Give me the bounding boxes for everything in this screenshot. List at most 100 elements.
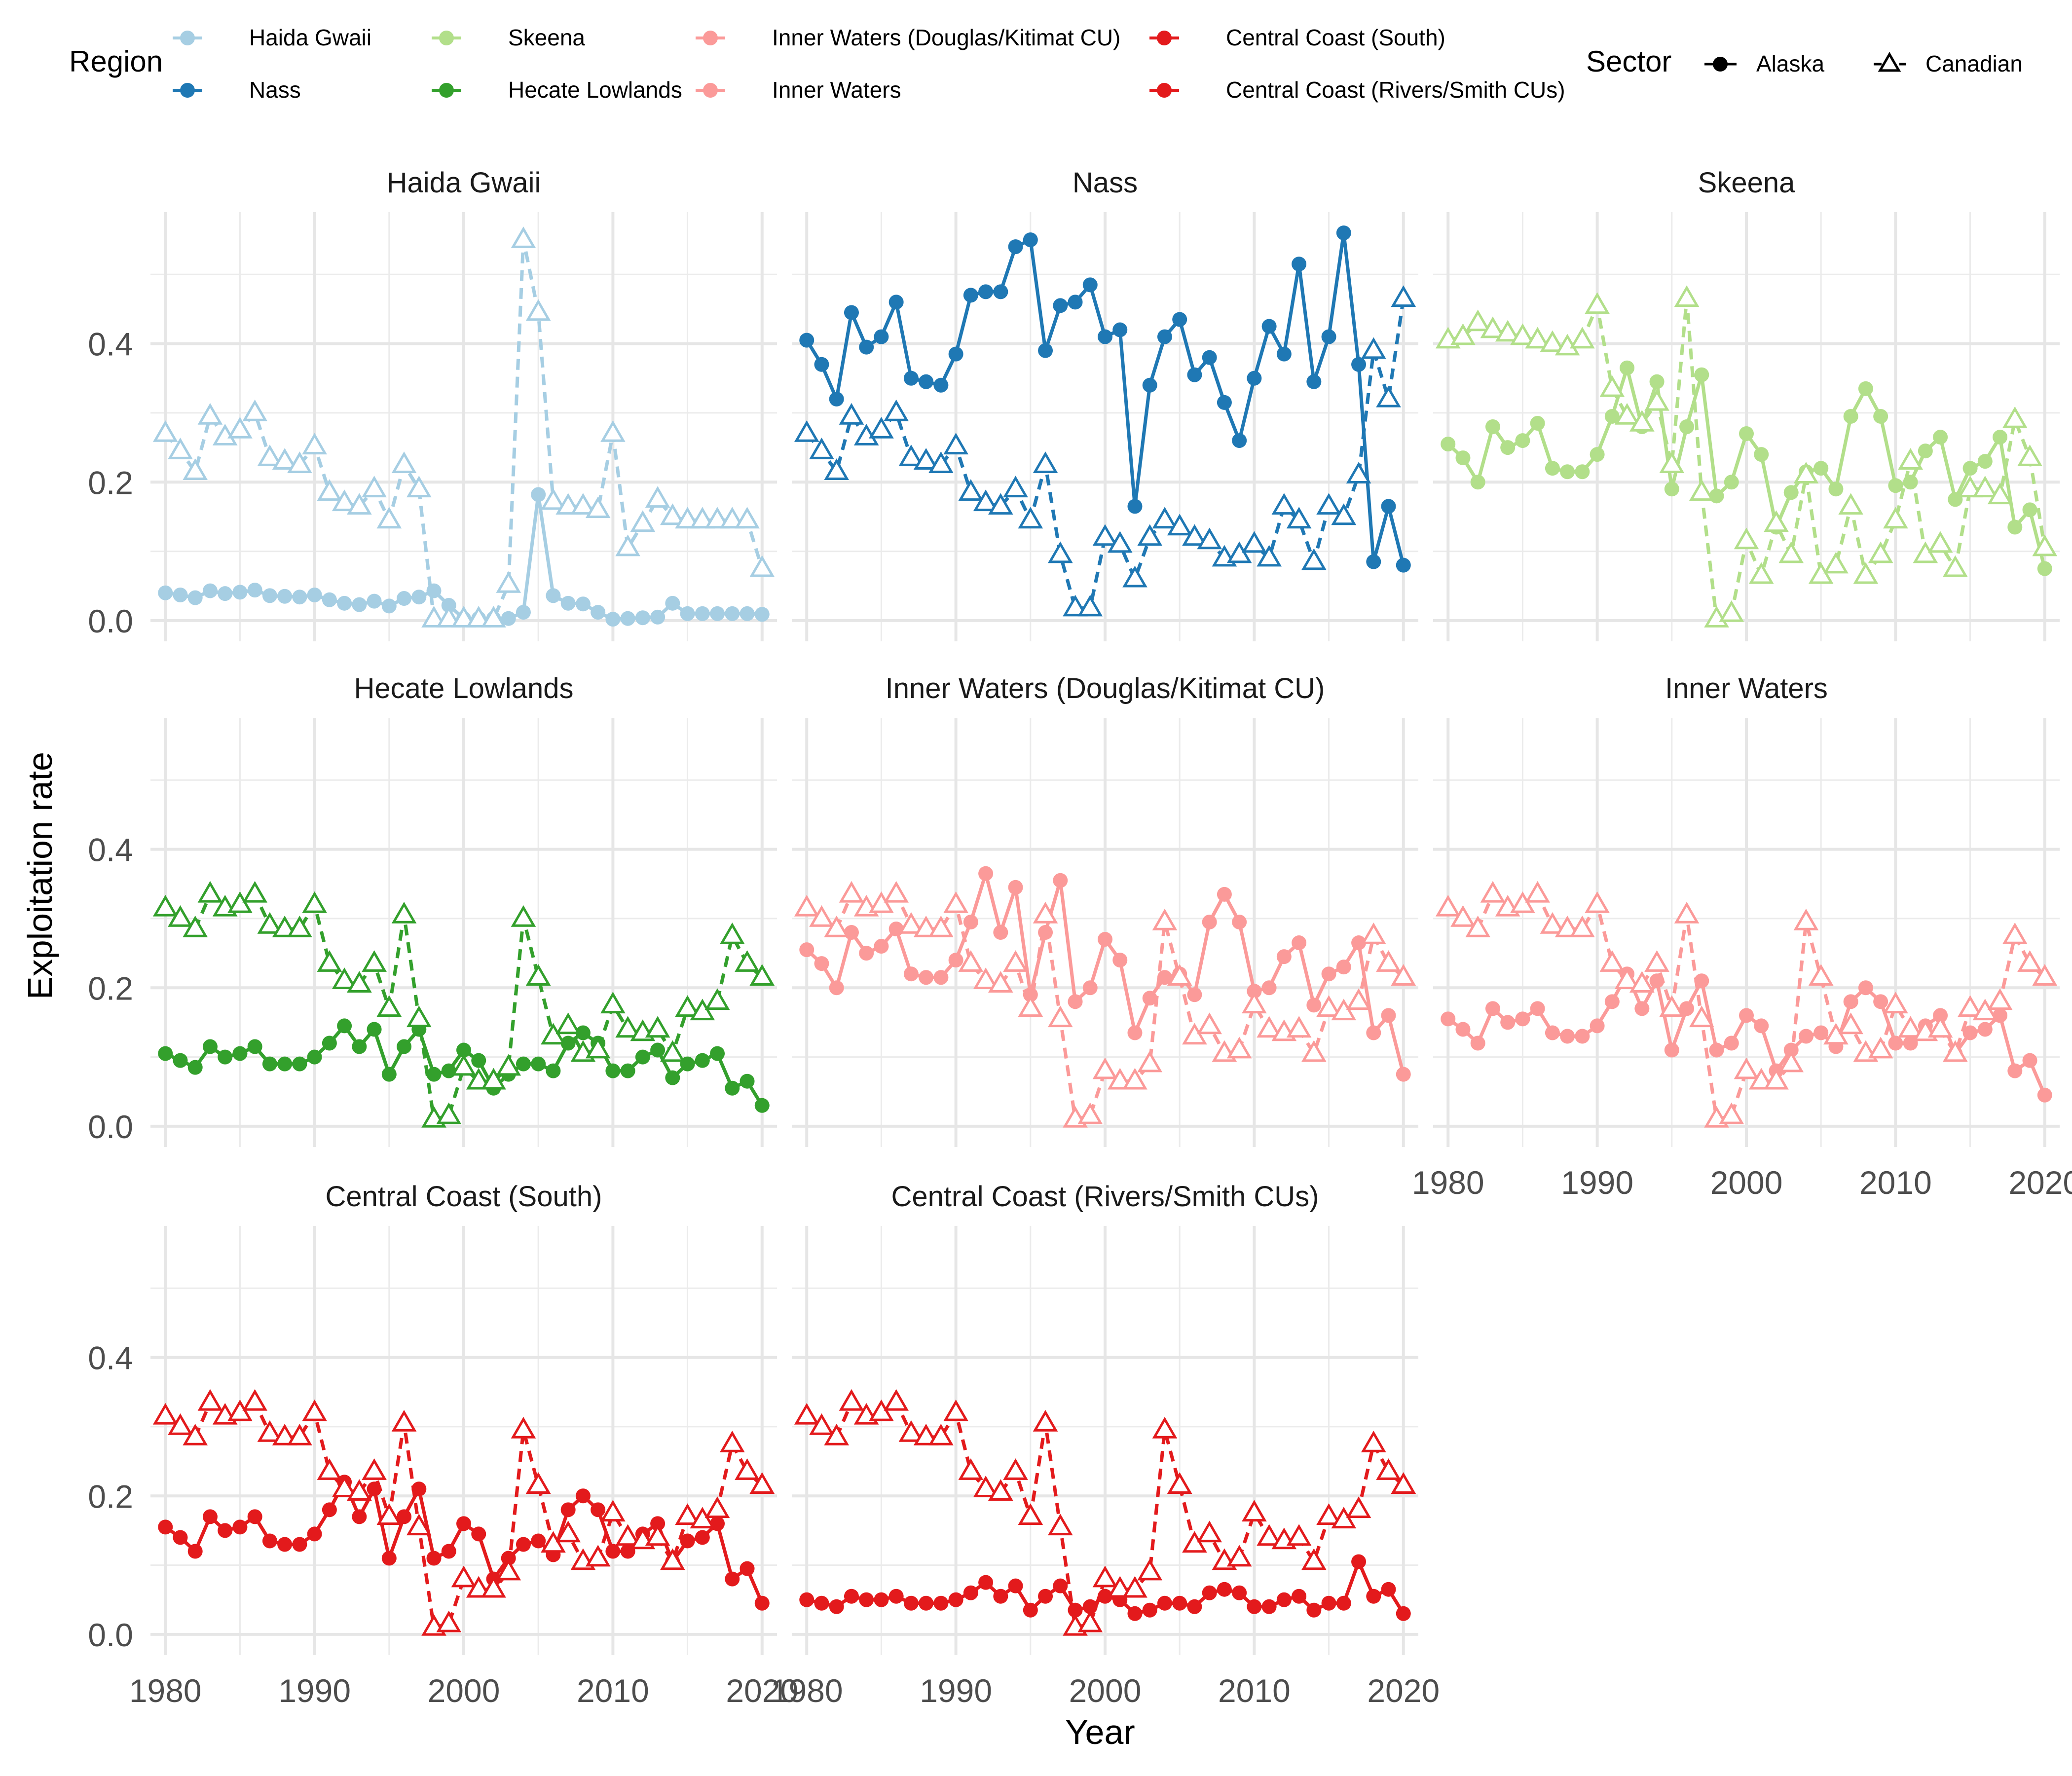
data-point-circle bbox=[1843, 408, 1858, 424]
data-point-triangle bbox=[1018, 1503, 1043, 1525]
data-point-triangle bbox=[1748, 1068, 1774, 1090]
data-point-circle bbox=[1038, 343, 1053, 358]
data-point-circle bbox=[725, 1080, 740, 1096]
data-point-circle bbox=[605, 1063, 621, 1078]
data-point-triangle bbox=[406, 1514, 432, 1536]
data-point-triangle bbox=[466, 1068, 491, 1090]
data-point-triangle bbox=[317, 479, 342, 501]
data-point-triangle bbox=[1972, 476, 1998, 498]
legend-label: Skeena bbox=[508, 25, 585, 50]
data-point-circle bbox=[1545, 461, 1560, 476]
data-point-circle bbox=[232, 1046, 248, 1061]
data-point-circle bbox=[531, 1056, 546, 1072]
data-point-circle bbox=[2022, 1053, 2037, 1068]
data-point-circle bbox=[635, 1049, 650, 1065]
data-point-triangle bbox=[1301, 1548, 1327, 1570]
x-tick-label: 1990 bbox=[1561, 1164, 1633, 1201]
series-alaska bbox=[799, 1554, 1411, 1621]
data-point-circle bbox=[516, 605, 531, 620]
facet-panels: Haida Gwaii 0.0 0.2 0.4 Nass Skeena Hecate Low… bbox=[88, 167, 2072, 1709]
data-point-triangle bbox=[1301, 548, 1327, 570]
data-point-triangle bbox=[675, 1503, 700, 1525]
data-point-triangle bbox=[1077, 1610, 1103, 1632]
data-point-circle bbox=[710, 1046, 725, 1061]
data-point-circle bbox=[1485, 419, 1500, 434]
data-point-triangle bbox=[227, 416, 253, 439]
data-point-circle bbox=[1888, 1036, 1903, 1051]
data-point-circle bbox=[247, 1039, 262, 1054]
data-point-triangle bbox=[1689, 1005, 1714, 1028]
data-point-triangle bbox=[362, 950, 387, 972]
data-point-circle bbox=[1396, 1067, 1411, 1082]
data-point-triangle bbox=[1554, 915, 1580, 937]
data-point-triangle bbox=[555, 1012, 581, 1035]
data-point-triangle bbox=[839, 403, 864, 425]
data-point-circle bbox=[1977, 454, 1993, 469]
legend-label: Nass bbox=[249, 77, 301, 103]
legend-label: Canadian bbox=[1925, 51, 2023, 76]
legend-label: Inner Waters bbox=[772, 77, 901, 103]
x-tick-label: 1980 bbox=[1412, 1164, 1484, 1201]
data-point-circle bbox=[1082, 1599, 1098, 1614]
data-point-circle bbox=[218, 1049, 233, 1065]
data-point-triangle bbox=[481, 1068, 506, 1090]
data-point-triangle bbox=[869, 891, 894, 913]
data-point-triangle bbox=[2002, 406, 2028, 428]
data-point-circle bbox=[829, 391, 844, 407]
data-point-triangle bbox=[257, 912, 283, 934]
data-point-triangle bbox=[197, 881, 223, 903]
data-point-triangle bbox=[406, 476, 432, 498]
data-point-triangle bbox=[1003, 476, 1028, 498]
data-point-triangle bbox=[1346, 1496, 1371, 1518]
series-alaska bbox=[158, 1018, 770, 1113]
data-point-triangle bbox=[1092, 524, 1118, 546]
data-point-triangle bbox=[1077, 594, 1103, 617]
data-point-triangle bbox=[1778, 1050, 1804, 1073]
data-point-triangle bbox=[1585, 292, 1610, 314]
data-point-triangle bbox=[1823, 1023, 1849, 1045]
data-point-triangle bbox=[1361, 337, 1386, 359]
data-point-circle bbox=[322, 1502, 337, 1517]
data-point-triangle bbox=[1107, 1576, 1133, 1598]
legend-item-haida-gwaii: Haida Gwaii bbox=[173, 25, 371, 50]
data-point-circle bbox=[874, 329, 889, 344]
data-point-triangle bbox=[2002, 922, 2028, 944]
data-point-triangle bbox=[1137, 524, 1163, 546]
data-point-circle bbox=[501, 611, 516, 626]
data-point-triangle bbox=[884, 881, 909, 903]
data-point-triangle bbox=[332, 967, 357, 990]
data-point-circle bbox=[740, 1073, 755, 1089]
data-point-triangle bbox=[1585, 891, 1610, 913]
data-point-circle bbox=[1082, 277, 1098, 293]
y-tick-label: 0.4 bbox=[88, 326, 133, 363]
data-point-circle bbox=[1127, 1025, 1143, 1040]
data-point-triangle bbox=[1808, 562, 1834, 584]
data-point-circle bbox=[605, 612, 621, 627]
legend-item-central-coast-rivers-smith-cus: Central Coast (Rivers/Smith CUs) bbox=[1149, 77, 1565, 103]
data-point-triangle bbox=[615, 1016, 640, 1038]
data-point-circle bbox=[1321, 966, 1336, 982]
data-point-circle bbox=[650, 1042, 666, 1058]
data-point-triangle bbox=[749, 964, 775, 986]
data-point-circle bbox=[1664, 1042, 1679, 1058]
data-point-circle bbox=[1112, 322, 1128, 337]
data-point-circle bbox=[754, 607, 770, 622]
data-point-circle bbox=[1142, 377, 1157, 393]
data-point-circle bbox=[397, 1039, 412, 1054]
data-point-circle bbox=[978, 866, 994, 881]
data-point-triangle bbox=[1868, 1036, 1893, 1059]
data-point-circle bbox=[1321, 1595, 1336, 1611]
data-point-circle bbox=[1381, 1008, 1396, 1023]
data-point-triangle bbox=[898, 1420, 924, 1442]
data-point-circle bbox=[978, 1575, 994, 1590]
data-point-circle bbox=[740, 606, 755, 621]
data-point-circle bbox=[1560, 1029, 1575, 1044]
data-point-circle bbox=[1261, 980, 1277, 996]
data-point-triangle bbox=[1659, 451, 1685, 473]
data-point-circle bbox=[859, 339, 874, 355]
data-point-circle bbox=[560, 595, 576, 611]
data-point-triangle bbox=[1122, 565, 1147, 588]
data-point-circle bbox=[1918, 444, 1933, 459]
data-point-circle bbox=[1560, 464, 1575, 480]
data-point-triangle bbox=[645, 486, 670, 508]
